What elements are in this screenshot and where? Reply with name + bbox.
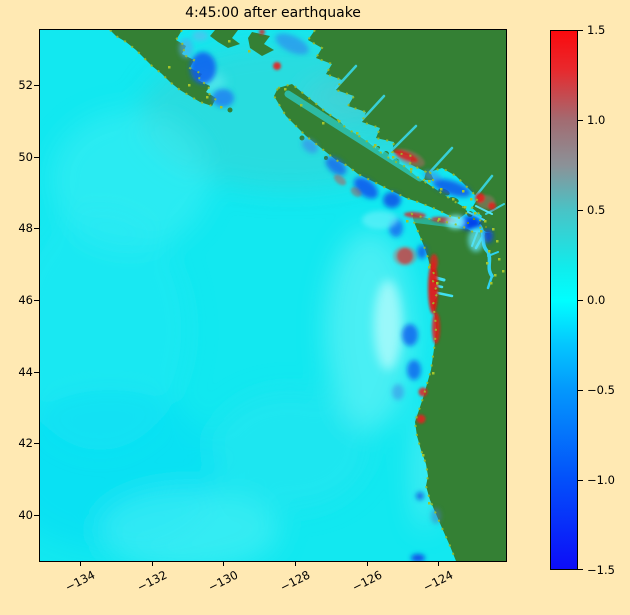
colorbar-tick-mark (578, 210, 583, 211)
colorbar-tick-label: 1.5 (587, 23, 606, 37)
y-tick-mark (34, 157, 39, 158)
y-tick-mark (34, 372, 39, 373)
wave-anomalies-negative (179, 31, 493, 561)
strait-bright-patches (362, 211, 484, 252)
y-axis-tick-label: 50 (18, 150, 33, 164)
x-tick-mark (152, 561, 153, 566)
y-tick-mark (34, 228, 39, 229)
x-axis-tick-label: −128 (277, 567, 313, 595)
colorbar-tick-mark (578, 300, 583, 301)
y-axis-tick-label: 44 (18, 365, 33, 379)
landmass-north-islands (210, 30, 274, 56)
colorbar-tick-label: −1.5 (587, 563, 615, 577)
landmass-bc-mainland (308, 30, 506, 236)
x-axis-tick-label: −134 (62, 567, 98, 595)
colorbar-tick-label: −1.0 (587, 473, 615, 487)
page-title: 4:45:00 after earthquake (185, 5, 361, 21)
x-axis-tick-label: −130 (205, 567, 241, 595)
colorbar-tick-label: 1.0 (587, 113, 606, 127)
coast-speckles (109, 30, 487, 561)
x-tick-mark (295, 561, 296, 566)
colorbar-tick-mark (578, 569, 583, 570)
landmass-haida-gwaii (110, 30, 216, 106)
x-tick-mark (367, 561, 368, 566)
x-axis-tick-label: −126 (349, 567, 385, 595)
x-tick-mark (438, 561, 439, 566)
x-tick-mark (80, 561, 81, 566)
colorbar-gradient (550, 30, 578, 570)
map-svg (40, 30, 506, 561)
y-axis-tick-label: 40 (18, 508, 33, 522)
x-axis-tick-label: −124 (420, 567, 456, 595)
colorbar-tick-mark (578, 30, 583, 31)
colorbar-tick-label: −0.5 (587, 383, 615, 397)
x-axis-tick-label: −132 (134, 567, 170, 595)
y-tick-mark (34, 443, 39, 444)
y-axis-tick-label: 42 (18, 436, 33, 450)
y-axis-tick-label: 52 (18, 78, 33, 92)
colorbar-tick-mark (578, 480, 583, 481)
y-axis-tick-label: 46 (18, 293, 33, 307)
colorbar-tick-label: 0.5 (587, 203, 606, 217)
colorbar-tick-mark (578, 120, 583, 121)
island-speckles (168, 40, 505, 505)
plot-area (39, 29, 507, 562)
y-tick-mark (34, 300, 39, 301)
colorbar-tick-label: 0.0 (587, 293, 606, 307)
y-tick-mark (34, 515, 39, 516)
y-axis-tick-label: 48 (18, 221, 33, 235)
colorbar-tick-mark (578, 390, 583, 391)
x-tick-mark (223, 561, 224, 566)
y-tick-mark (34, 85, 39, 86)
